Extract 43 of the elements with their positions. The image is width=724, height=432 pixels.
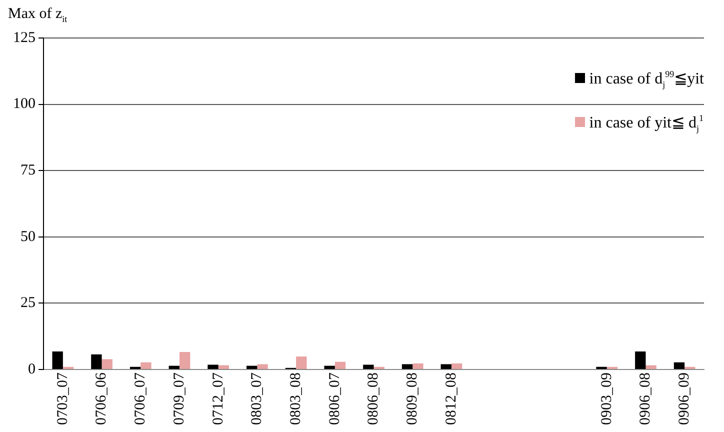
bar (334, 362, 346, 369)
y-tick-label: 0 (28, 361, 36, 378)
x-tick-label: 0703_07 (54, 372, 71, 425)
x-tick-label: 0803_08 (288, 372, 304, 425)
y-tick-label: 25 (20, 295, 36, 312)
x-tick-label: 0903_09 (598, 372, 615, 425)
x-tick-label: 0906_09 (676, 372, 693, 425)
bar (402, 364, 413, 369)
bar (451, 363, 462, 369)
bar (635, 351, 646, 369)
bar (208, 364, 218, 369)
x-tick-label: 0812_08 (443, 372, 460, 425)
x-tick-label: 0709_07 (171, 372, 188, 425)
bar (646, 365, 656, 369)
x-tick-label: 0806_07 (326, 372, 343, 425)
bar (218, 365, 230, 369)
bar (296, 356, 307, 369)
x-tick-label: 0809_08 (404, 372, 421, 425)
y-tick-label: 125 (13, 30, 36, 46)
y-tick-label: 100 (13, 96, 36, 112)
bar (52, 351, 63, 369)
bar (91, 354, 102, 369)
legend-label: in case of d$_{j}$$^{99}$≦yit (588, 69, 704, 90)
x-tick-label: 0803_07 (249, 372, 266, 425)
y-tick-label: 50 (20, 228, 36, 245)
x-tick-label: 0906_08 (638, 372, 654, 425)
bar (440, 364, 452, 369)
x-tick-label: 0706_06 (94, 372, 110, 425)
bar (140, 362, 152, 369)
bar (363, 364, 374, 369)
y-axis-title: Max of z$_{it}$ (8, 6, 68, 24)
bar (168, 366, 180, 369)
bar (412, 363, 424, 369)
bar (102, 359, 112, 369)
bar (257, 364, 268, 369)
bar (179, 352, 190, 369)
bar (674, 362, 685, 369)
bar (324, 366, 335, 369)
bar (246, 366, 258, 369)
y-tick-label: 75 (20, 162, 36, 179)
x-tick-label: 0806_08 (366, 372, 382, 425)
x-tick-label: 0706_07 (132, 372, 149, 425)
x-tick-label: 0712_07 (210, 372, 226, 425)
